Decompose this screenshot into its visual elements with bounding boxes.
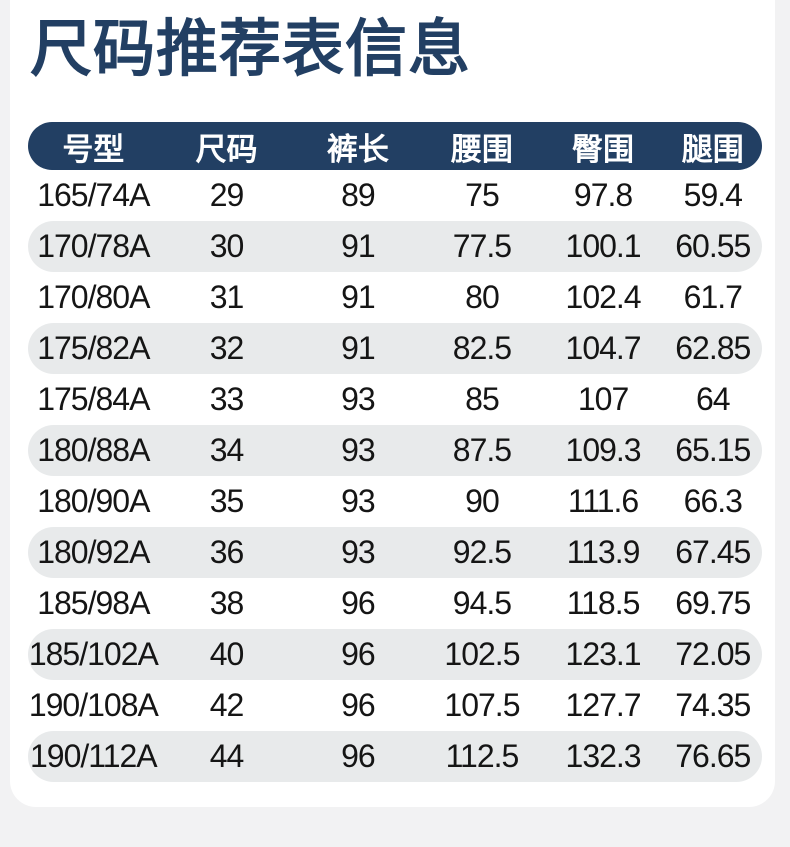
table-cell: 165/74A <box>37 177 150 213</box>
table-cell: 102.4 <box>565 279 642 315</box>
table-cell: 94.5 <box>452 585 512 621</box>
table-row: 175/84A 33 93 85 107 64 <box>28 374 762 425</box>
table-header-row: 号型 尺码 裤长 腰围 臀围 腿围 <box>28 122 762 170</box>
size-chart-card: 尺码推荐表信息 号型 尺码 裤长 腰围 臀围 腿围 165/74A 29 89 75 97.8 59… <box>10 0 775 807</box>
table-cell: 91 <box>341 228 376 264</box>
table-row: 180/90A 35 93 90 111.6 66.3 <box>28 476 762 527</box>
table-cell: 100.1 <box>565 228 642 264</box>
column-header-1: 号型 <box>62 131 125 167</box>
table-cell: 190/112A <box>30 738 158 774</box>
table-cell: 112.5 <box>445 738 520 774</box>
column-header-3: 裤长 <box>326 131 389 167</box>
table-cell: 96 <box>341 687 376 723</box>
table-cell: 60.55 <box>675 228 751 264</box>
table-cell: 93 <box>341 432 376 468</box>
table-cell: 132.3 <box>565 738 642 774</box>
table-cell: 32 <box>209 330 245 366</box>
column-header-5: 臀围 <box>572 131 635 167</box>
table-cell: 107.5 <box>444 687 520 723</box>
table-row: 185/102A 40 96 102.5 123.1 72.05 <box>28 629 762 680</box>
table-cell: 127.7 <box>565 687 642 723</box>
table-cell: 38 <box>209 585 245 621</box>
table-cell: 61.7 <box>683 279 743 315</box>
table-cell: 90 <box>465 483 500 519</box>
table-cell: 102.5 <box>444 636 520 672</box>
table-row: 175/82A 32 91 82.5 104.7 62.85 <box>28 323 762 374</box>
table-cell: 67.45 <box>675 534 751 570</box>
table-cell: 107 <box>577 381 629 417</box>
table-cell: 109.3 <box>565 432 642 468</box>
table-row: 180/88A 34 93 87.5 109.3 65.15 <box>28 425 762 476</box>
table-cell: 91 <box>341 279 376 315</box>
table-cell: 104.7 <box>565 330 642 366</box>
table-cell: 62.85 <box>675 330 751 366</box>
table-cell: 69.75 <box>675 585 751 621</box>
table-cell: 96 <box>341 738 376 774</box>
table-cell: 93 <box>341 381 376 417</box>
table-cell: 76.65 <box>675 738 751 774</box>
table-cell: 180/90A <box>37 483 150 519</box>
table-cell: 113.9 <box>566 534 641 570</box>
table-cell: 29 <box>209 177 245 213</box>
table-cell: 175/82A <box>37 330 150 366</box>
table-cell: 97.8 <box>573 177 633 213</box>
table-cell: 180/92A <box>37 534 150 570</box>
table-cell: 190/108A <box>28 687 159 723</box>
table-cell: 180/88A <box>37 432 150 468</box>
table-cell: 118.5 <box>566 585 641 621</box>
table-cell: 75 <box>465 177 500 213</box>
table-cell: 34 <box>209 432 245 468</box>
table-cell: 80 <box>465 279 500 315</box>
table-cell: 82.5 <box>452 330 512 366</box>
column-header-4: 腰围 <box>450 131 513 167</box>
table-cell: 42 <box>209 687 245 723</box>
table-cell: 40 <box>209 636 245 672</box>
table-cell: 35 <box>209 483 245 519</box>
table-row: 185/98A 38 96 94.5 118.5 69.75 <box>28 578 762 629</box>
table-cell: 59.4 <box>683 177 743 213</box>
table-cell: 185/98A <box>37 585 150 621</box>
size-table-body: 165/74A 29 89 75 97.8 59.4 170/78A 30 91 77.5 100.… <box>28 170 762 782</box>
table-row: 165/74A 29 89 75 97.8 59.4 <box>28 170 762 221</box>
table-cell: 64 <box>695 381 731 417</box>
table-cell: 30 <box>209 228 245 264</box>
page-title: 尺码推荐表信息 <box>30 15 472 84</box>
table-cell: 92.5 <box>452 534 512 570</box>
table-cell: 185/102A <box>28 636 159 672</box>
table-cell: 77.5 <box>452 228 512 264</box>
table-cell: 96 <box>341 636 376 672</box>
table-cell: 170/78A <box>37 228 150 264</box>
table-cell: 74.35 <box>675 687 751 723</box>
table-cell: 93 <box>341 483 376 519</box>
table-row: 180/92A 36 93 92.5 113.9 67.45 <box>28 527 762 578</box>
column-header-6: 腿围 <box>681 131 744 167</box>
table-cell: 89 <box>341 177 376 213</box>
table-row: 170/80A 31 91 80 102.4 61.7 <box>28 272 762 323</box>
table-cell: 123.1 <box>565 636 642 672</box>
table-cell: 31 <box>209 279 245 315</box>
table-cell: 33 <box>209 381 245 417</box>
table-cell: 111.6 <box>567 483 639 519</box>
table-cell: 91 <box>341 330 376 366</box>
table-row: 170/78A 30 91 77.5 100.1 60.55 <box>28 221 762 272</box>
table-cell: 175/84A <box>37 381 150 417</box>
table-cell: 85 <box>465 381 500 417</box>
table-cell: 170/80A <box>37 279 150 315</box>
table-row: 190/112A 44 96 112.5 132.3 76.65 <box>28 731 762 782</box>
column-header-2: 尺码 <box>195 131 258 167</box>
table-row: 190/108A 42 96 107.5 127.7 74.35 <box>28 680 762 731</box>
table-cell: 66.3 <box>683 483 743 519</box>
table-cell: 44 <box>209 738 245 774</box>
table-cell: 96 <box>341 585 376 621</box>
table-cell: 87.5 <box>452 432 512 468</box>
table-cell: 93 <box>341 534 376 570</box>
table-cell: 72.05 <box>675 636 751 672</box>
table-cell: 36 <box>209 534 245 570</box>
table-cell: 65.15 <box>675 432 751 468</box>
